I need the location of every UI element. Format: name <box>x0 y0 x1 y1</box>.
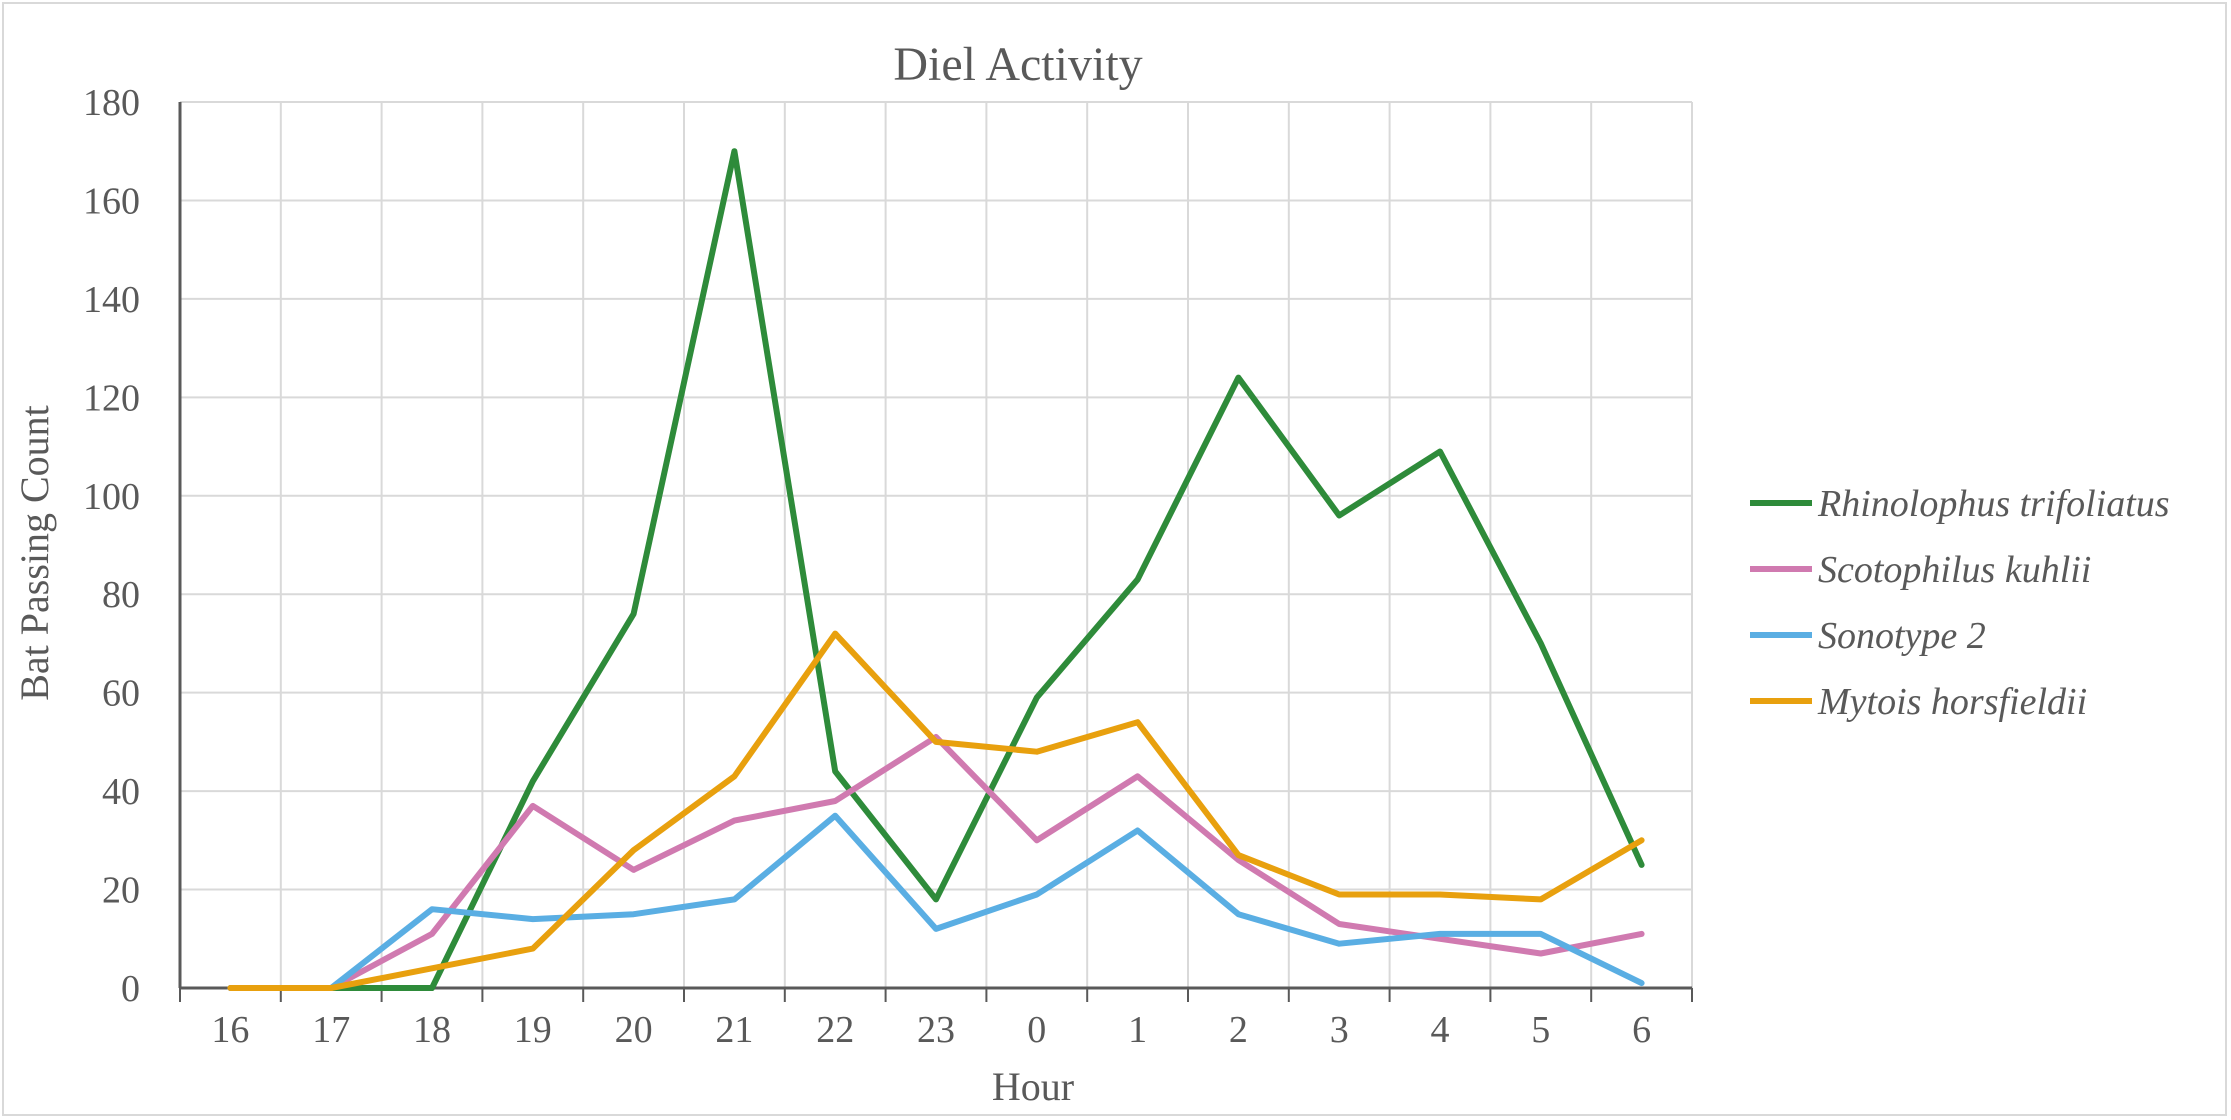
x-tick-labels: 16 17 18 19 20 21 22 23 0 1 2 3 4 5 6 <box>211 1009 1651 1051</box>
series-line-sonotype-2 <box>227 812 1645 991</box>
y-tick-label: 60 <box>102 673 140 715</box>
series-lines <box>227 148 1645 991</box>
x-tick-label: 17 <box>312 1009 350 1051</box>
series-line-rhinolophus-trifoliatus <box>227 148 1645 991</box>
x-tick-label: 3 <box>1330 1009 1349 1051</box>
x-tick-label: 20 <box>615 1009 653 1051</box>
x-tick-label: 4 <box>1431 1009 1450 1051</box>
x-tick-label: 6 <box>1632 1009 1651 1051</box>
x-tick-label: 0 <box>1027 1009 1046 1051</box>
y-tick-label: 80 <box>102 574 140 616</box>
y-axis-label: Bat Passing Count <box>12 405 57 701</box>
legend-label: Scotophilus kuhlii <box>1818 549 2091 591</box>
y-tick-label: 120 <box>83 377 140 419</box>
grid <box>180 101 1693 988</box>
legend-label: Rhinolophus trifoliatus <box>1817 483 2170 525</box>
chart-title: Diel Activity <box>893 38 1142 91</box>
x-tick-label: 16 <box>211 1009 249 1051</box>
y-tick-label: 40 <box>102 771 140 813</box>
y-tick-label: 20 <box>102 870 140 912</box>
axes <box>178 102 1693 1002</box>
y-tick-label: 0 <box>121 968 140 1010</box>
series-line-scotophilus-kuhlii <box>227 734 1645 991</box>
x-tick-label: 18 <box>413 1009 451 1051</box>
x-tick-label: 23 <box>917 1009 955 1051</box>
legend-label: Mytois horsfieldii <box>1817 681 2087 723</box>
legend-label: Sonotype 2 <box>1818 615 1986 657</box>
series-line-mytois-horsfieldii <box>227 630 1645 991</box>
legend: Rhinolophus trifoliatus Scotophilus kuhli… <box>1750 483 2170 723</box>
x-tick-label: 2 <box>1229 1009 1248 1051</box>
x-tick-label: 22 <box>816 1009 854 1051</box>
y-tick-label: 100 <box>83 476 140 518</box>
x-tick-label: 1 <box>1128 1009 1147 1051</box>
x-tick-label: 21 <box>715 1009 753 1051</box>
y-tick-label: 180 <box>83 82 140 124</box>
y-tick-labels: 0 20 40 60 80 100 120 140 160 180 <box>83 82 140 1010</box>
x-tick-label: 19 <box>514 1009 552 1051</box>
y-tick-label: 160 <box>83 180 140 222</box>
x-axis-label: Hour <box>992 1064 1074 1109</box>
y-tick-label: 140 <box>83 279 140 321</box>
x-tick-label: 5 <box>1531 1009 1550 1051</box>
